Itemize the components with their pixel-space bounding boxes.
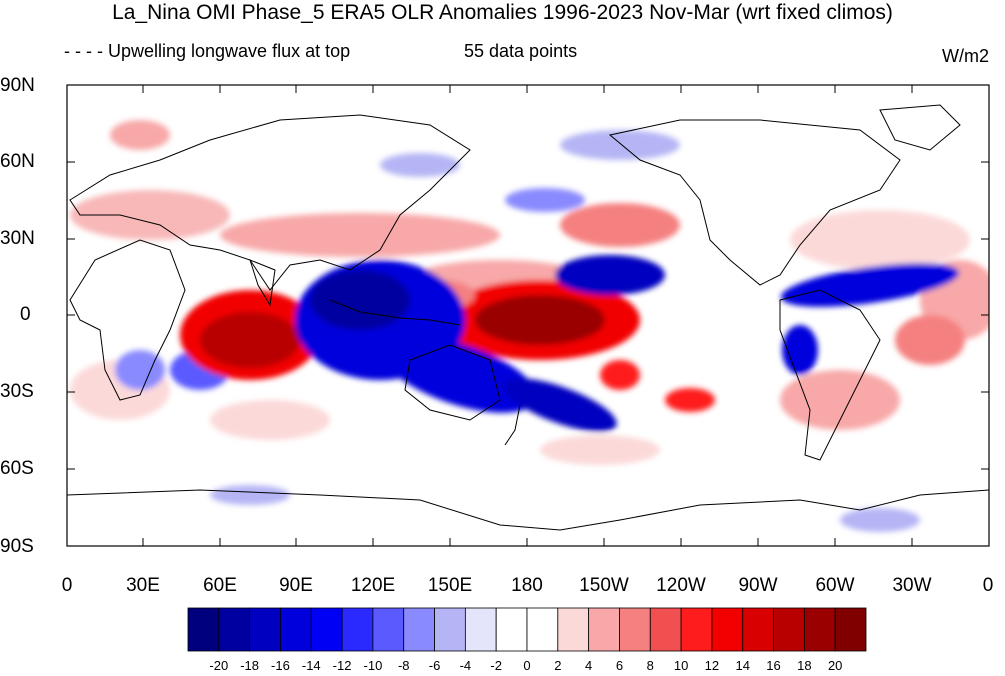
colorbar-swatch bbox=[526, 607, 559, 652]
x-tick-label-120w: 120W bbox=[656, 575, 706, 596]
colorbar-swatch bbox=[218, 607, 251, 652]
colorbar-swatch bbox=[372, 607, 405, 652]
y-tick-label-30s: 30S bbox=[0, 381, 34, 402]
x-tick-label-150w: 150W bbox=[579, 575, 629, 596]
x-tick-label-120e: 120E bbox=[350, 575, 396, 596]
colorbar-swatch bbox=[280, 607, 312, 652]
anomaly-field bbox=[67, 85, 989, 546]
colorbar-swatch bbox=[742, 607, 774, 652]
map-title: La_Nina OMI Phase_5 ERA5 OLR Anomalies 1… bbox=[112, 1, 893, 24]
colorbar-tick-label: -14 bbox=[301, 658, 321, 673]
colorbar-swatch bbox=[588, 607, 620, 652]
y-tick-label-30n: 30N bbox=[0, 228, 35, 249]
colorbar-tick-label: 20 bbox=[827, 658, 843, 673]
x-tick-label-0: 0 bbox=[61, 575, 73, 596]
colorbar-swatch bbox=[341, 607, 374, 652]
x-tick-label-60e: 60E bbox=[203, 575, 237, 596]
colorbar-tick-label: -10 bbox=[363, 658, 383, 673]
x-tick-label-30e: 30E bbox=[126, 575, 160, 596]
colorbar-tick-label: -6 bbox=[428, 658, 441, 673]
colorbar-swatch bbox=[434, 607, 466, 652]
colorbar-tick-label: -18 bbox=[240, 658, 260, 673]
x-ticks bbox=[142, 85, 913, 546]
x-tick-label-30w: 30W bbox=[892, 575, 932, 596]
y-ticks bbox=[67, 84, 989, 547]
legend-line-description: - - - - Upwelling longwave flux at top bbox=[64, 41, 351, 61]
x-tick-label-90e: 90E bbox=[279, 575, 313, 596]
colorbar-tick-label: 8 bbox=[646, 658, 654, 673]
anomaly-shading bbox=[70, 120, 989, 532]
colorbar-swatch bbox=[464, 607, 497, 652]
colorbar-swatch bbox=[310, 607, 343, 652]
colorbar-tick-label: 0 bbox=[523, 658, 531, 673]
colorbar-swatch bbox=[773, 607, 805, 652]
y-tick-label-90n: 90N bbox=[0, 75, 35, 96]
colorbar-tick-label: 12 bbox=[704, 658, 720, 673]
colorbar-swatch bbox=[680, 607, 713, 652]
colorbar-tick-label: 14 bbox=[735, 658, 750, 673]
colorbar-swatch bbox=[619, 607, 651, 652]
colorbar-tick-label: 16 bbox=[766, 658, 781, 673]
colorbar-swatch bbox=[711, 607, 744, 652]
data-points-count: 55 data points bbox=[464, 41, 578, 61]
colorbar-swatch bbox=[557, 607, 590, 652]
colorbar-swatch bbox=[187, 607, 220, 652]
colorbar-swatch bbox=[495, 607, 528, 652]
colorbar-swatch bbox=[803, 607, 836, 652]
x-tick-label-150e: 150E bbox=[427, 575, 473, 596]
x-tick-label-60w: 60W bbox=[815, 575, 855, 596]
units-label: W/m2 bbox=[942, 46, 989, 66]
colorbar-tick-label: -8 bbox=[397, 658, 410, 673]
colorbar-tick-label: -12 bbox=[332, 658, 352, 673]
colorbar-tick-label: 2 bbox=[554, 658, 562, 673]
y-tick-label-eq: 0 bbox=[20, 304, 31, 325]
colorbar-tick-label: -16 bbox=[271, 658, 290, 673]
coastlines bbox=[67, 104, 989, 531]
colorbar-swatch bbox=[834, 607, 867, 652]
colorbar-swatch bbox=[249, 607, 281, 652]
colorbar-tick-label: -4 bbox=[459, 658, 472, 673]
colorbar-swatch bbox=[649, 607, 682, 652]
colorbar-tick-label: 18 bbox=[797, 658, 812, 673]
y-tick-label-60n: 60N bbox=[0, 151, 35, 172]
colorbar-tick-label: -20 bbox=[209, 658, 229, 673]
colorbar-tick-label: -2 bbox=[490, 658, 502, 673]
colorbar-tick-label: 6 bbox=[615, 658, 624, 673]
x-tick-label-180: 180 bbox=[511, 575, 543, 596]
colorbar-tick-label: 10 bbox=[673, 658, 689, 673]
y-tick-label-90s: 90S bbox=[0, 536, 34, 557]
y-tick-label-60s: 60S bbox=[0, 458, 34, 479]
x-tick-label-90w: 90W bbox=[738, 575, 778, 596]
colorbar-tick-label: 4 bbox=[585, 658, 593, 673]
x-tick-label-0-east: 0 bbox=[982, 575, 994, 596]
colorbar bbox=[187, 607, 867, 652]
colorbar-swatch bbox=[403, 607, 435, 652]
